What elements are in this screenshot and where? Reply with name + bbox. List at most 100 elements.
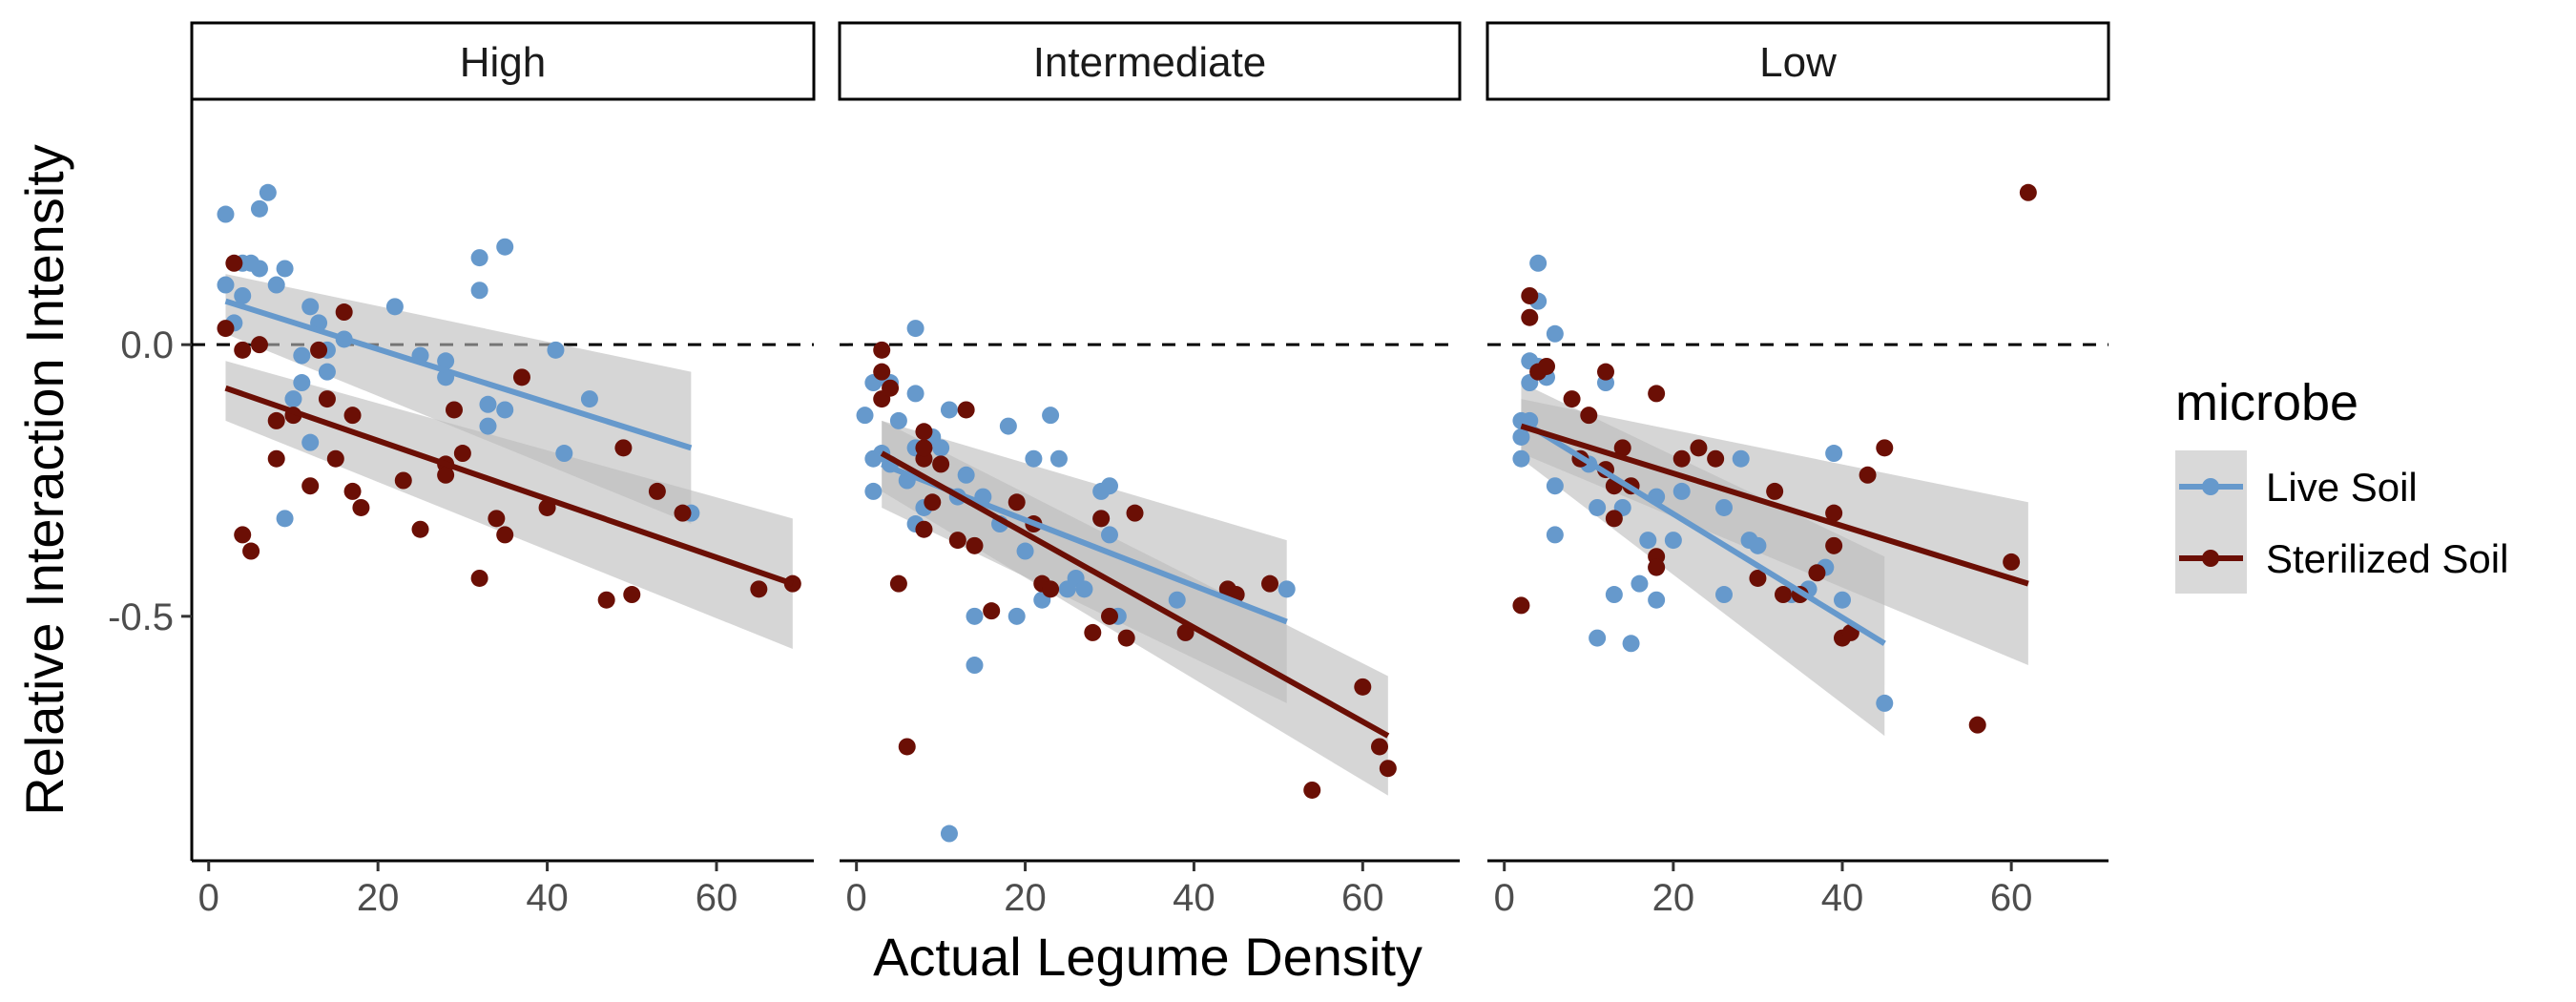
data-point-live-soil	[234, 286, 252, 304]
data-point-sterilized-soil	[250, 336, 268, 354]
data-point-sterilized-soil	[882, 379, 900, 397]
data-point-live-soil	[889, 411, 907, 429]
data-point-sterilized-soil	[1580, 407, 1598, 425]
data-point-live-soil	[437, 352, 455, 370]
data-point-live-soil	[1648, 591, 1666, 609]
data-point-sterilized-soil	[1100, 607, 1118, 625]
data-point-sterilized-soil	[1648, 385, 1666, 403]
data-point-sterilized-soil	[1613, 439, 1631, 457]
data-point-sterilized-soil	[1605, 510, 1623, 528]
data-point-sterilized-soil	[437, 466, 455, 484]
data-point-sterilized-soil	[445, 401, 463, 419]
data-point-sterilized-soil	[1707, 449, 1725, 468]
data-point-live-soil	[250, 260, 268, 278]
data-point-sterilized-soil	[326, 449, 344, 468]
data-point-live-soil	[1042, 407, 1060, 425]
data-point-sterilized-soil	[1117, 629, 1135, 647]
data-point-live-soil	[1546, 477, 1564, 495]
data-point-sterilized-soil	[898, 738, 916, 756]
x-tick-label: 0	[198, 877, 219, 919]
data-point-sterilized-soil	[411, 520, 429, 538]
data-point-live-soil	[496, 238, 514, 256]
data-point-sterilized-soil	[217, 320, 235, 338]
data-point-live-soil	[1589, 498, 1607, 516]
data-point-sterilized-soil	[225, 254, 243, 272]
data-point-sterilized-soil	[394, 471, 412, 490]
x-tick-label: 60	[696, 877, 738, 919]
data-point-sterilized-soil	[915, 439, 933, 457]
facet-strip-label: High	[460, 39, 547, 86]
data-point-live-soil	[1834, 591, 1851, 609]
data-point-sterilized-soil	[1775, 586, 1792, 604]
data-point-live-soil	[301, 298, 320, 316]
data-point-live-soil	[1715, 586, 1733, 604]
data-point-sterilized-soil	[488, 510, 506, 528]
data-point-live-soil	[1100, 526, 1118, 544]
data-point-sterilized-soil	[623, 586, 641, 604]
data-point-live-soil	[217, 205, 235, 223]
data-point-live-soil	[1529, 254, 1548, 272]
y-axis-title: Relative Interaction Intensity	[14, 144, 74, 815]
fit-line-live-soil	[224, 298, 693, 451]
y-tick-label: 0.0	[120, 324, 174, 366]
data-point-sterilized-soil	[1521, 308, 1539, 326]
data-point-sterilized-soil	[648, 482, 666, 500]
data-point-sterilized-soil	[966, 536, 984, 554]
y-tick-label: -0.5	[108, 596, 174, 638]
fit-line-sterilized-soil	[1520, 423, 2029, 587]
data-point-live-soil	[259, 183, 277, 201]
data-point-live-soil	[1749, 536, 1767, 554]
data-point-live-soil	[966, 607, 984, 625]
confidence-band-sterilized-soil	[882, 420, 1388, 796]
data-point-sterilized-soil	[1968, 716, 1986, 734]
data-point-live-soil	[267, 276, 285, 294]
data-point-live-soil	[1589, 629, 1607, 647]
data-point-sterilized-soil	[983, 602, 1001, 620]
data-point-sterilized-soil	[1370, 738, 1388, 756]
data-point-live-soil	[864, 482, 883, 500]
data-point-live-soil	[284, 390, 302, 408]
data-point-live-soil	[1100, 477, 1118, 495]
data-point-live-soil	[1715, 498, 1733, 516]
data-point-live-soil	[1546, 324, 1564, 343]
data-point-sterilized-soil	[310, 341, 328, 359]
confidence-band-sterilized-soil	[225, 361, 793, 649]
data-point-sterilized-soil	[453, 445, 471, 463]
data-point-sterilized-soil	[873, 341, 891, 359]
data-point-sterilized-soil	[915, 423, 933, 441]
data-point-sterilized-soil	[1042, 580, 1060, 598]
data-point-sterilized-soil	[597, 591, 615, 609]
y-axis-ticks: 0.0 -0.5	[108, 324, 192, 638]
data-point-sterilized-soil	[924, 493, 942, 511]
legend-key-sterilized-soil	[2175, 522, 2247, 594]
data-point-sterilized-soil	[1690, 439, 1708, 457]
data-point-live-soil	[318, 363, 336, 381]
data-point-sterilized-soil	[512, 368, 530, 386]
data-point-live-soil	[1672, 482, 1691, 500]
data-point-sterilized-soil	[1538, 357, 1555, 375]
facet-strip	[190, 21, 816, 101]
x-tick-label: 0	[846, 877, 867, 919]
legend-label-sterilized-soil: Sterilized Soil	[2266, 536, 2508, 581]
data-point-sterilized-soil	[335, 303, 353, 322]
data-point-live-soil	[276, 260, 294, 278]
data-point-sterilized-soil	[267, 449, 285, 468]
data-point-live-soil	[1278, 580, 1296, 598]
x-tick-label: 60	[1990, 877, 2033, 919]
data-point-sterilized-soil	[1648, 558, 1666, 576]
data-point-sterilized-soil	[1521, 286, 1539, 304]
x-tick-label: 20	[1004, 877, 1047, 919]
data-point-sterilized-soil	[470, 569, 488, 587]
fit-line-sterilized-soil	[880, 450, 1390, 739]
data-point-sterilized-soil	[1303, 781, 1321, 799]
data-point-live-soil	[496, 401, 514, 419]
data-point-live-soil	[1075, 580, 1093, 598]
data-point-sterilized-soil	[1008, 493, 1026, 511]
data-point-live-soil	[479, 395, 497, 413]
data-point-live-soil	[940, 401, 958, 419]
data-point-live-soil	[1025, 449, 1043, 468]
data-point-live-soil	[580, 390, 598, 408]
data-point-live-soil	[293, 346, 311, 365]
data-point-live-soil	[1664, 532, 1682, 550]
data-point-live-soil	[940, 825, 958, 843]
